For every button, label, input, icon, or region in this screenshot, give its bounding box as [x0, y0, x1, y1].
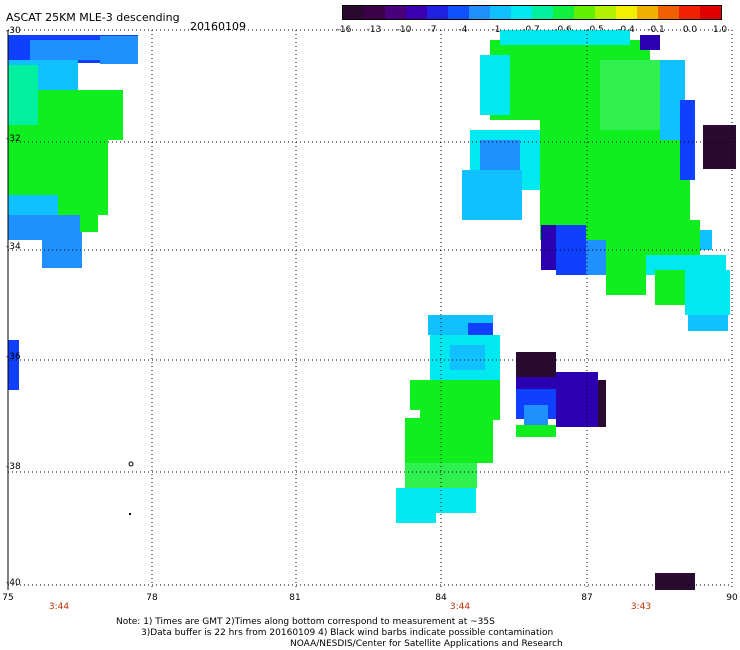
color-scale-swatch: [406, 6, 427, 19]
color-scale-label: -4: [458, 25, 468, 35]
data-cell: [8, 340, 19, 390]
color-scale-swatch: [700, 6, 721, 19]
latitude-label: -40: [6, 578, 21, 588]
color-scale-swatch: [532, 6, 553, 19]
color-scale-swatch: [469, 6, 490, 19]
data-cell: [420, 380, 500, 420]
data-cell: [436, 488, 476, 513]
longitude-label: 84: [435, 593, 447, 603]
longitude-label: 81: [289, 593, 301, 603]
color-scale-swatch: [658, 6, 679, 19]
data-cell: [586, 240, 606, 275]
data-cell: [100, 36, 138, 64]
data-cell: [396, 488, 436, 523]
color-scale-bar: [342, 5, 722, 20]
data-cell: [8, 195, 58, 215]
color-scale-swatch: [637, 6, 658, 19]
color-scale-label: -13: [366, 25, 382, 35]
latitude-label: -30: [6, 26, 21, 36]
data-cell: [450, 345, 485, 370]
time-label: 3:43: [630, 602, 652, 612]
data-cell: [680, 100, 695, 180]
data-cell: [480, 55, 510, 115]
data-cell: [480, 140, 520, 170]
longitude-label: 87: [581, 593, 593, 603]
data-cell: [462, 170, 522, 220]
time-label: 3:44: [449, 602, 471, 612]
color-scale-swatch: [595, 6, 616, 19]
color-scale-swatch: [679, 6, 700, 19]
color-scale-swatch: [616, 6, 637, 19]
note-line-3: NOAA/NESDIS/Center for Satellite Applica…: [290, 639, 563, 649]
data-cell: [700, 230, 712, 250]
color-scale-swatch: [427, 6, 448, 19]
data-cell: [30, 40, 100, 60]
data-cell: [541, 225, 556, 270]
map-title: ASCAT 25KM MLE-3 descending: [6, 11, 180, 24]
color-scale-swatch: [385, 6, 406, 19]
latitude-label: -38: [6, 462, 21, 472]
color-scale-swatch: [574, 6, 595, 19]
color-scale-swatch: [448, 6, 469, 19]
contamination-cell: [655, 573, 695, 590]
island-dot: [129, 513, 131, 515]
data-cell: [556, 372, 598, 427]
data-cell: [516, 377, 558, 389]
contamination-cell: [516, 352, 556, 377]
data-cell: [500, 30, 630, 45]
longitude-label: 78: [146, 593, 158, 603]
color-scale-label: 0.0: [682, 25, 698, 35]
latitude-label: -32: [6, 134, 21, 144]
color-scale-swatch: [490, 6, 511, 19]
color-scale-swatch: [511, 6, 532, 19]
data-cell: [524, 405, 548, 425]
data-cell: [516, 425, 556, 437]
color-scale-swatch: [343, 6, 364, 19]
island-outline: [128, 461, 134, 467]
longitude-label: 90: [726, 593, 738, 603]
data-cell: [410, 380, 432, 410]
color-scale-swatch: [553, 6, 574, 19]
longitude-label: 75: [2, 593, 14, 603]
data-cell: [8, 65, 38, 125]
data-cell: [655, 270, 685, 305]
data-cell: [405, 463, 477, 488]
contamination-cell: [703, 125, 736, 169]
data-cell: [405, 418, 493, 463]
note-line-1: Note: 1) Times are GMT 2)Times along bot…: [116, 617, 495, 627]
note-line-2: 3)Data buffer is 22 hrs from 20160109 4)…: [141, 628, 554, 638]
color-scale-swatch: [364, 6, 385, 19]
data-cell: [606, 250, 646, 295]
data-cell: [688, 315, 728, 331]
data-cell: [640, 35, 660, 50]
time-label: 3:44: [48, 602, 70, 612]
data-cell: [685, 270, 730, 315]
contamination-cell: [598, 380, 606, 427]
latitude-label: -34: [6, 242, 21, 252]
latitude-label: -36: [6, 352, 21, 362]
